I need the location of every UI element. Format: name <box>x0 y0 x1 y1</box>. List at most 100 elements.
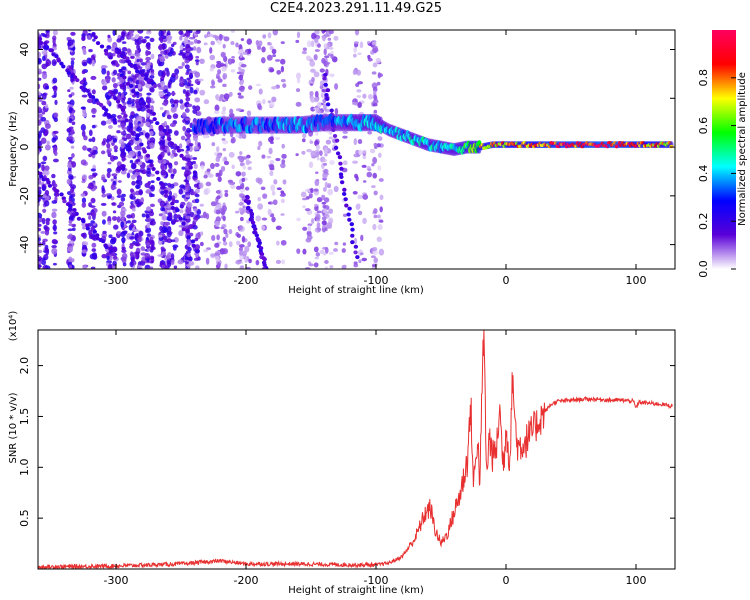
spectrogram-streak-cell <box>66 70 72 75</box>
spectrogram-noise-cell <box>158 213 163 217</box>
spectrogram-noise-cell <box>257 46 262 50</box>
spectrogram-noise-cell <box>160 230 165 234</box>
spectrogram-noise-cell <box>238 74 244 81</box>
spectrogram-noise-cell <box>353 46 357 53</box>
spectrogram-noise-cell <box>80 232 86 238</box>
spectrogram-noise-cell <box>91 242 97 248</box>
spectrogram-noise-cell <box>113 224 119 230</box>
snr-x-tick-label: 100 <box>626 574 647 587</box>
spectrogram-noise-cell <box>53 117 59 123</box>
spectrogram-streak-cell <box>246 200 251 205</box>
spectrogram-noise-cell <box>230 41 235 46</box>
spectrogram-noise-cell <box>157 254 164 257</box>
spectrogram-noise-cell <box>91 114 96 118</box>
spectrogram-noise-cell <box>310 187 314 194</box>
spectrogram-streak-cell <box>117 103 123 108</box>
spectrogram-noise-cell <box>149 74 155 79</box>
spectrogram-noise-cell <box>203 174 208 179</box>
spectrogram-noise-cell <box>362 180 367 183</box>
spectrogram-noise-cell <box>246 38 253 45</box>
spectrogram-y-tick-label: 0 <box>18 144 31 151</box>
spectrogram-frame <box>37 29 676 270</box>
spectrogram-noise-cell <box>295 39 300 44</box>
spectrogram-noise-cell <box>280 213 285 216</box>
spectrogram-streak-cell <box>248 208 253 213</box>
spectrogram-noise-cell <box>328 30 334 35</box>
spectrogram-noise-cell <box>257 203 264 210</box>
spectrogram-noise-cell <box>68 219 73 224</box>
spectrogram-noise-cell <box>52 77 58 84</box>
spectrogram-noise-cell <box>307 225 312 232</box>
spectrogram-noise-cell <box>194 97 201 103</box>
spectrogram-noise-cell <box>113 145 118 151</box>
spectrogram-noise-cell <box>376 236 382 243</box>
spectrogram-noise-cell <box>82 252 86 257</box>
spectrogram-noise-cell <box>185 194 190 198</box>
spectrogram-noise-cell <box>164 54 169 59</box>
spectrogram-noise-cell <box>323 33 330 38</box>
spectrogram-noise-cell <box>38 227 42 232</box>
spectrogram-noise-cell <box>91 89 96 95</box>
spectrogram-noise-cell <box>169 76 176 83</box>
spectrogram-noise-cell <box>267 32 272 39</box>
spectrogram-noise-cell <box>230 30 236 33</box>
spectrogram-noise-cell <box>158 91 164 98</box>
spectrogram-noise-cell <box>209 85 216 89</box>
spectrogram-noise-cell <box>51 59 57 67</box>
spectrogram-noise-cell <box>138 92 143 97</box>
spectrogram-streak-cell <box>85 226 90 231</box>
spectrogram-noise-cell <box>41 185 47 192</box>
spectrogram-noise-cell <box>296 31 301 39</box>
spectrogram-noise-cell <box>281 153 287 159</box>
spectrogram-noise-cell <box>82 264 88 269</box>
spectrogram-noise-cell <box>38 179 42 185</box>
spectrogram-noise-cell <box>120 152 126 159</box>
spectrogram-noise-cell <box>248 258 252 264</box>
spectrogram-streak-cell <box>245 195 250 200</box>
spectrogram-noise-cell <box>204 34 208 39</box>
spectrogram-noise-cell <box>268 136 274 143</box>
spectrogram-noise-cell <box>194 244 201 250</box>
snr-y-axis-label: SNR (10 * v/v) <box>8 392 19 463</box>
spectrogram-noise-cell <box>139 58 143 63</box>
spectrogram-noise-cell <box>326 222 332 229</box>
spectrogram-x-tick-label: 100 <box>626 274 647 287</box>
spectrogram-noise-cell <box>44 165 50 171</box>
spectrogram-noise-cell <box>193 89 198 94</box>
spectrogram-noise-cell <box>223 156 228 163</box>
spectrogram-streak-cell <box>333 145 339 150</box>
spectrogram-streak-cell <box>343 197 348 202</box>
spectrogram-noise-cell <box>267 41 271 46</box>
spectrogram-streak-cell <box>167 195 173 200</box>
spectrogram-noise-cell <box>102 85 108 91</box>
spectrogram-noise-cell <box>255 40 260 46</box>
spectrogram-noise-cell <box>242 51 248 55</box>
spectrogram-noise-cell <box>262 34 267 39</box>
spectrogram-noise-cell <box>372 103 378 107</box>
spectrogram-noise-cell <box>161 215 168 221</box>
spectrogram-noise-cell <box>195 253 199 258</box>
spectrogram-noise-cell <box>82 47 87 53</box>
spectrogram-noise-cell <box>186 132 191 139</box>
spectrogram-noise-cell <box>170 218 177 225</box>
spectrogram-noise-cell <box>137 236 142 243</box>
spectrogram-noise-cell <box>282 179 287 185</box>
colorbar-tick-label: 0.4 <box>697 165 710 183</box>
spectrogram-noise-cell <box>162 102 167 106</box>
spectrogram-noise-cell <box>38 83 41 90</box>
spectrogram-noise-cell <box>358 149 363 156</box>
spectrogram-noise-cell <box>70 184 77 190</box>
spectrogram-noise-cell <box>166 252 172 259</box>
spectrogram-noise-cell <box>172 168 177 175</box>
spectrogram-noise-cell <box>202 134 209 139</box>
spectrogram-noise-cell <box>52 183 58 188</box>
spectrogram-noise-cell <box>120 210 126 217</box>
spectrogram-noise-cell <box>267 208 272 216</box>
spectrogram-noise-cell <box>246 110 252 117</box>
spectrogram-noise-cell <box>255 215 261 222</box>
spectrogram-noise-cell <box>179 78 185 84</box>
spectrogram-noise-cell <box>68 264 73 269</box>
spectrogram-noise-cell <box>238 44 243 51</box>
spectrogram-noise-cell <box>228 91 233 97</box>
spectrogram-streak-cell <box>175 208 180 213</box>
